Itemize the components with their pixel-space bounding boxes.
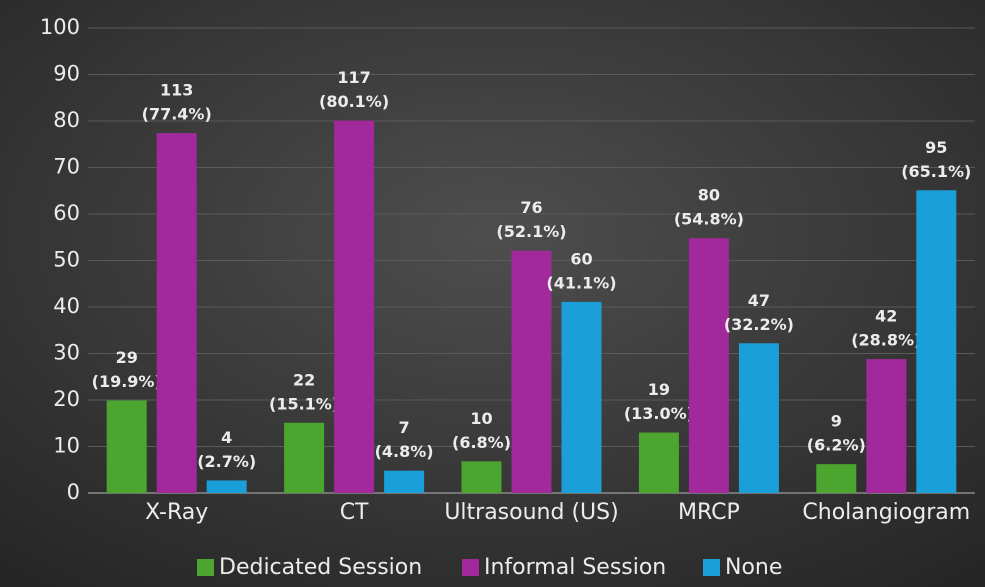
data-label-count: 80 — [698, 186, 720, 205]
data-label-count: 95 — [925, 138, 947, 157]
y-tick-label: 100 — [40, 15, 80, 39]
y-tick-label: 60 — [53, 201, 80, 225]
bar — [284, 422, 325, 493]
data-label: (4.8%) — [375, 442, 434, 461]
data-label-count: 42 — [875, 307, 897, 326]
data-label: (32.2%) — [724, 315, 794, 334]
y-tick-label: 90 — [53, 62, 80, 86]
data-label: (6.2%) — [807, 436, 866, 455]
data-label: (77.4%) — [142, 105, 212, 124]
x-tick-label: X-Ray — [145, 500, 208, 525]
bar — [638, 432, 679, 493]
data-label-count: 117 — [337, 68, 370, 87]
y-tick-label: 70 — [53, 155, 80, 179]
y-tick-label: 50 — [53, 248, 80, 272]
data-label: (19.9%) — [92, 372, 162, 391]
legend-swatch — [462, 559, 479, 576]
data-label-count: 10 — [470, 409, 492, 428]
bar — [688, 238, 729, 493]
legend-label: Dedicated Session — [219, 555, 422, 580]
y-tick-label: 40 — [53, 294, 80, 318]
data-label-count: 60 — [570, 249, 592, 268]
x-tick-label: Ultrasound (US) — [444, 500, 618, 525]
data-label-count: 113 — [160, 81, 193, 100]
data-label: (15.1%) — [269, 394, 339, 413]
bar — [866, 359, 907, 493]
data-label: (6.8%) — [452, 433, 511, 452]
data-label-count: 4 — [221, 428, 232, 447]
data-label-count: 19 — [648, 380, 670, 399]
y-tick-label: 10 — [53, 434, 80, 458]
bar — [334, 120, 375, 493]
data-label: (54.8%) — [674, 210, 744, 229]
bar — [206, 480, 247, 493]
bar — [106, 400, 147, 493]
data-label: (2.7%) — [197, 452, 256, 471]
data-label-count: 7 — [399, 418, 410, 437]
bar — [561, 301, 602, 493]
data-label: (52.1%) — [496, 222, 566, 241]
data-label-count: 22 — [293, 370, 315, 389]
x-tick-label: CT — [340, 500, 369, 525]
bar — [738, 343, 779, 493]
legend-label: None — [725, 555, 782, 580]
y-tick-label: 80 — [53, 108, 80, 132]
bar — [461, 461, 502, 493]
legend-label: Informal Session — [484, 555, 666, 580]
x-tick-label: Cholangiogram — [802, 500, 970, 525]
bar — [156, 133, 197, 493]
bar — [511, 250, 552, 493]
data-label-count: 29 — [116, 348, 138, 367]
legend-swatch — [197, 559, 214, 576]
data-label-count: 9 — [831, 412, 842, 431]
legend-swatch — [703, 559, 720, 576]
bar — [384, 470, 425, 493]
data-label: (80.1%) — [319, 92, 389, 111]
y-tick-label: 0 — [67, 480, 80, 504]
data-label-count: 47 — [748, 291, 770, 310]
bar — [816, 464, 857, 493]
data-label: (13.0%) — [624, 404, 694, 423]
y-tick-label: 30 — [53, 341, 80, 365]
data-label: (41.1%) — [546, 273, 616, 292]
y-tick-label: 20 — [53, 387, 80, 411]
data-label: (65.1%) — [901, 162, 971, 181]
data-label: (28.8%) — [851, 331, 921, 350]
x-tick-label: MRCP — [678, 500, 740, 525]
bar — [916, 190, 957, 493]
data-label-count: 76 — [520, 198, 542, 217]
